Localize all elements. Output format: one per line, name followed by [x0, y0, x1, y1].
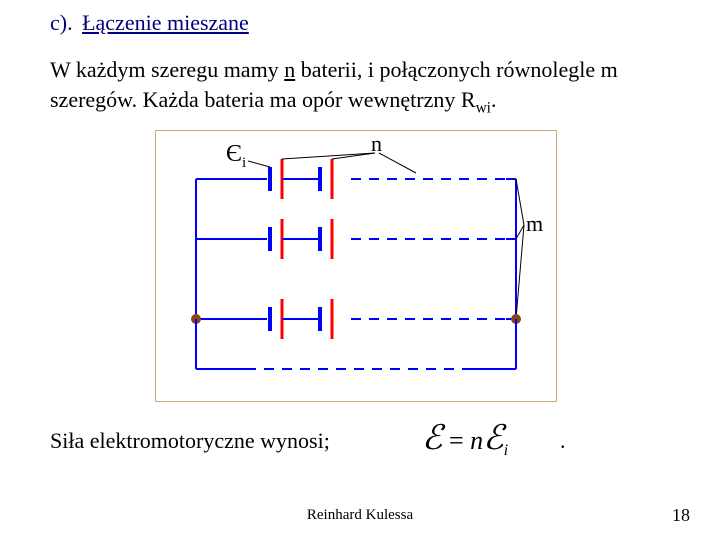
formula-eq: =: [449, 426, 464, 455]
circuit-svg: n Єi m: [156, 131, 556, 401]
svg-text:Є: Є: [226, 141, 242, 167]
emf-sentence: Siła elektromotoryczne wynosi;: [50, 428, 330, 454]
emf-formula: ℰ = nℰi: [400, 418, 530, 460]
page-number: 18: [672, 505, 690, 526]
formula-n: n: [470, 426, 483, 455]
svg-text:i: i: [242, 155, 246, 171]
circuit-diagram: n Єi m: [155, 130, 557, 402]
section-heading: c). Łączenie mieszane: [50, 10, 249, 36]
formula-rhs: ℰ: [483, 420, 504, 457]
svg-text:n: n: [371, 131, 382, 156]
formula-period: .: [560, 428, 566, 454]
author-name: Reinhard Kulessa: [0, 507, 720, 524]
formula-lhs: ℰ: [422, 420, 443, 457]
svg-text:m: m: [526, 211, 543, 236]
heading-title: Łączenie mieszane: [82, 10, 249, 35]
body-paragraph: W każdym szeregu mamy n baterii, i połąc…: [50, 55, 680, 119]
formula-sub: i: [504, 442, 508, 459]
heading-label: c).: [50, 10, 73, 35]
